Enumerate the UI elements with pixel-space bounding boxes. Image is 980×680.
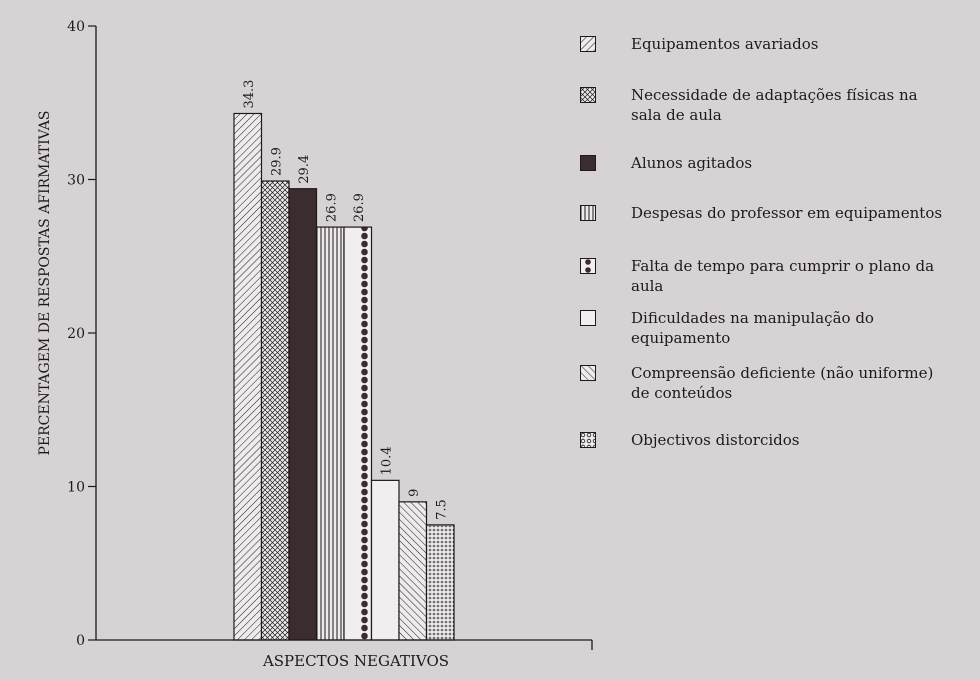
y-axis-label: PERCENTAGEM DE RESPOSTAS AFIRMATIVAS xyxy=(37,111,53,456)
legend-swatch-vertical xyxy=(580,205,596,221)
bar-value-label: 29.9 xyxy=(269,147,284,176)
bar-value-label: 26.9 xyxy=(352,193,367,222)
bar-5 xyxy=(343,226,373,641)
legend-label: Equipamentos avariados xyxy=(631,35,819,53)
legend-item-necessidade-adaptacoes: Necessidade de adaptações físicas na sal… xyxy=(580,85,931,125)
bar-7 xyxy=(398,501,428,641)
bar-8 xyxy=(425,524,455,641)
bar-value-label: 10.4 xyxy=(379,446,394,475)
bar-1 xyxy=(233,112,263,641)
bar-value-label: 7.5 xyxy=(434,499,449,520)
legend-swatch-dots-small xyxy=(580,432,596,448)
legend-label: Alunos agitados xyxy=(631,154,753,172)
legend-swatch-diagonal-rev xyxy=(580,365,596,381)
legend-item-compreensao-deficiente: Compreensão deficiente (não uniforme) de… xyxy=(580,363,941,403)
bar-value-label: 26.9 xyxy=(324,193,339,222)
x-axis-label: ASPECTOS NEGATIVOS xyxy=(262,652,449,670)
legend-label: Despesas do professor em equipamentos xyxy=(631,204,943,222)
legend-item-objectivos-distorcidos: Objectivos distorcidos xyxy=(580,430,971,450)
legend-swatch-empty xyxy=(580,310,596,326)
legend-label: Dificuldades na manipulação do equipamen… xyxy=(631,309,874,347)
bar-6 xyxy=(370,479,400,641)
legend-swatch-diagonal xyxy=(580,36,596,52)
y-tick-label: 10 xyxy=(67,480,85,496)
y-ticks-group: 0 10 20 30 40 xyxy=(67,19,96,649)
value-labels-group: 34.3 29.9 29.4 26.9 26.9 10.4 9 7.5 xyxy=(242,80,450,520)
bar-2 xyxy=(260,180,290,641)
legend-swatch-crosshatch xyxy=(580,87,596,103)
bar-value-label: 9 xyxy=(407,489,422,497)
legend-label: Objectivos distorcidos xyxy=(631,431,800,449)
legend-item-equipamentos-avariados: Equipamentos avariados xyxy=(580,34,971,54)
legend-swatch-dots-large xyxy=(580,258,596,274)
y-tick-label: 20 xyxy=(67,326,85,342)
legend-label: Compreensão deficiente (não uniforme) de… xyxy=(631,364,934,402)
y-tick-label: 0 xyxy=(76,633,85,649)
y-tick-label: 30 xyxy=(67,173,85,189)
legend-item-alunos-agitados: Alunos agitados xyxy=(580,153,971,173)
legend-swatch-solid xyxy=(580,155,596,171)
legend-label: Falta de tempo para cumprir o plano da a… xyxy=(631,257,935,295)
legend-item-falta-tempo: Falta de tempo para cumprir o plano da a… xyxy=(580,256,971,296)
bar-value-label: 29.4 xyxy=(297,155,312,184)
legend-item-dificuldades-manipulacao: Dificuldades na manipulação do equipamen… xyxy=(580,308,971,348)
bar-value-label: 34.3 xyxy=(242,80,257,109)
legend-label: Necessidade de adaptações físicas na sal… xyxy=(631,86,918,124)
bar-3 xyxy=(288,188,318,641)
legend-item-despesas-professor: Despesas do professor em equipamentos xyxy=(580,203,971,223)
bar-4 xyxy=(315,226,345,641)
y-tick-label: 40 xyxy=(67,19,85,35)
bars-group xyxy=(233,112,455,641)
